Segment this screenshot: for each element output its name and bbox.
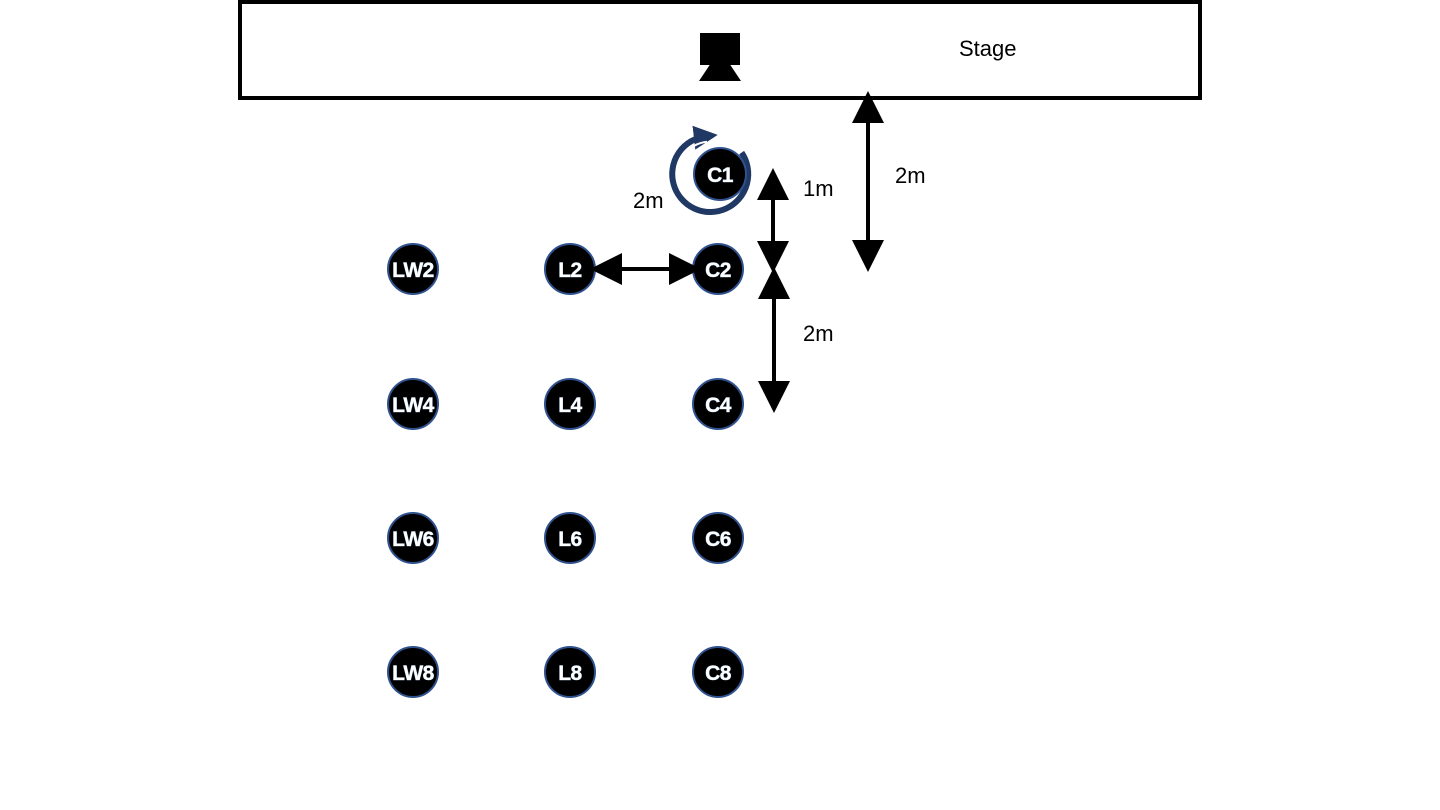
label-stage-to-row-2: 2m xyxy=(895,163,926,188)
seat-c1-rotating: C1 xyxy=(669,125,752,216)
dimension-labels: 2m 1m 2m 2m xyxy=(633,163,926,346)
seat-l6 xyxy=(544,512,596,564)
label-c1-to-c2: 1m xyxy=(803,176,834,201)
seat-lw6 xyxy=(387,512,439,564)
seat-l8 xyxy=(544,646,596,698)
seat-row-4: LW4 L4 C4 xyxy=(387,378,744,430)
seat-c4 xyxy=(692,378,744,430)
seat-lw2 xyxy=(387,243,439,295)
seat-row-8: LW8 L8 C8 xyxy=(387,646,744,698)
seat-label-lw8: LW8 xyxy=(392,662,434,685)
seat-lw8 xyxy=(387,646,439,698)
camera-icon xyxy=(699,33,741,81)
seat-label-l6: L6 xyxy=(558,528,582,551)
label-row-spacing: 2m xyxy=(803,321,834,346)
label-seat-spacing: 2m xyxy=(633,188,664,213)
rotate-arrow-icon xyxy=(669,125,752,216)
seat-label-lw6: LW6 xyxy=(392,528,434,551)
seat-label-c1: C1 xyxy=(707,164,734,187)
seat-circle xyxy=(693,147,747,201)
seat-l4 xyxy=(544,378,596,430)
seat-label-l2: L2 xyxy=(558,259,582,282)
seat-lw4 xyxy=(387,378,439,430)
seat-label-lw4: LW4 xyxy=(392,394,434,417)
seat-label-c6: C6 xyxy=(705,528,731,551)
seat-row-2: LW2 L2 C2 xyxy=(387,243,744,295)
seat-label-l8: L8 xyxy=(558,662,582,685)
stage: Stage xyxy=(238,0,1202,100)
seat-row-6: LW6 L6 C6 xyxy=(387,512,744,564)
seat-c6 xyxy=(692,512,744,564)
seat-c8 xyxy=(692,646,744,698)
stage-label: Stage xyxy=(959,36,1017,61)
seat-label-c2: C2 xyxy=(705,259,731,282)
seat-label-c4: C4 xyxy=(705,394,732,417)
seat-label-lw2: LW2 xyxy=(392,259,434,282)
seat-label-c8: C8 xyxy=(705,662,732,685)
seat-label-l4: L4 xyxy=(558,394,582,417)
dimension-arrows xyxy=(590,91,884,413)
